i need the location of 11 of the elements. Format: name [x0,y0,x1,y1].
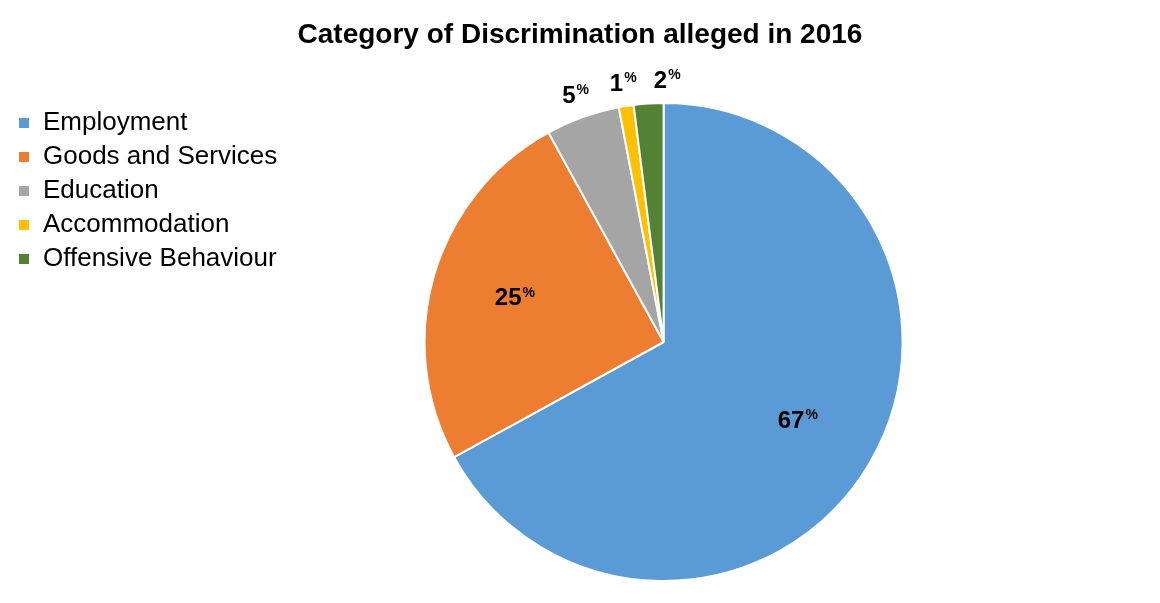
data-label: 25% [494,283,536,311]
legend-label: Education [43,174,159,205]
data-label: 5% [562,81,590,109]
legend-label: Goods and Services [43,140,278,171]
data-label: 1% [609,68,638,96]
data-label: 2% [653,66,682,94]
legend-label: Employment [43,106,189,137]
legend-label: Offensive Behaviour [43,242,277,273]
legend-label: Accommodation [43,208,230,239]
chart-title: Category of Discrimination alleged in 2016 [296,17,864,51]
data-label: 67% [777,405,819,433]
